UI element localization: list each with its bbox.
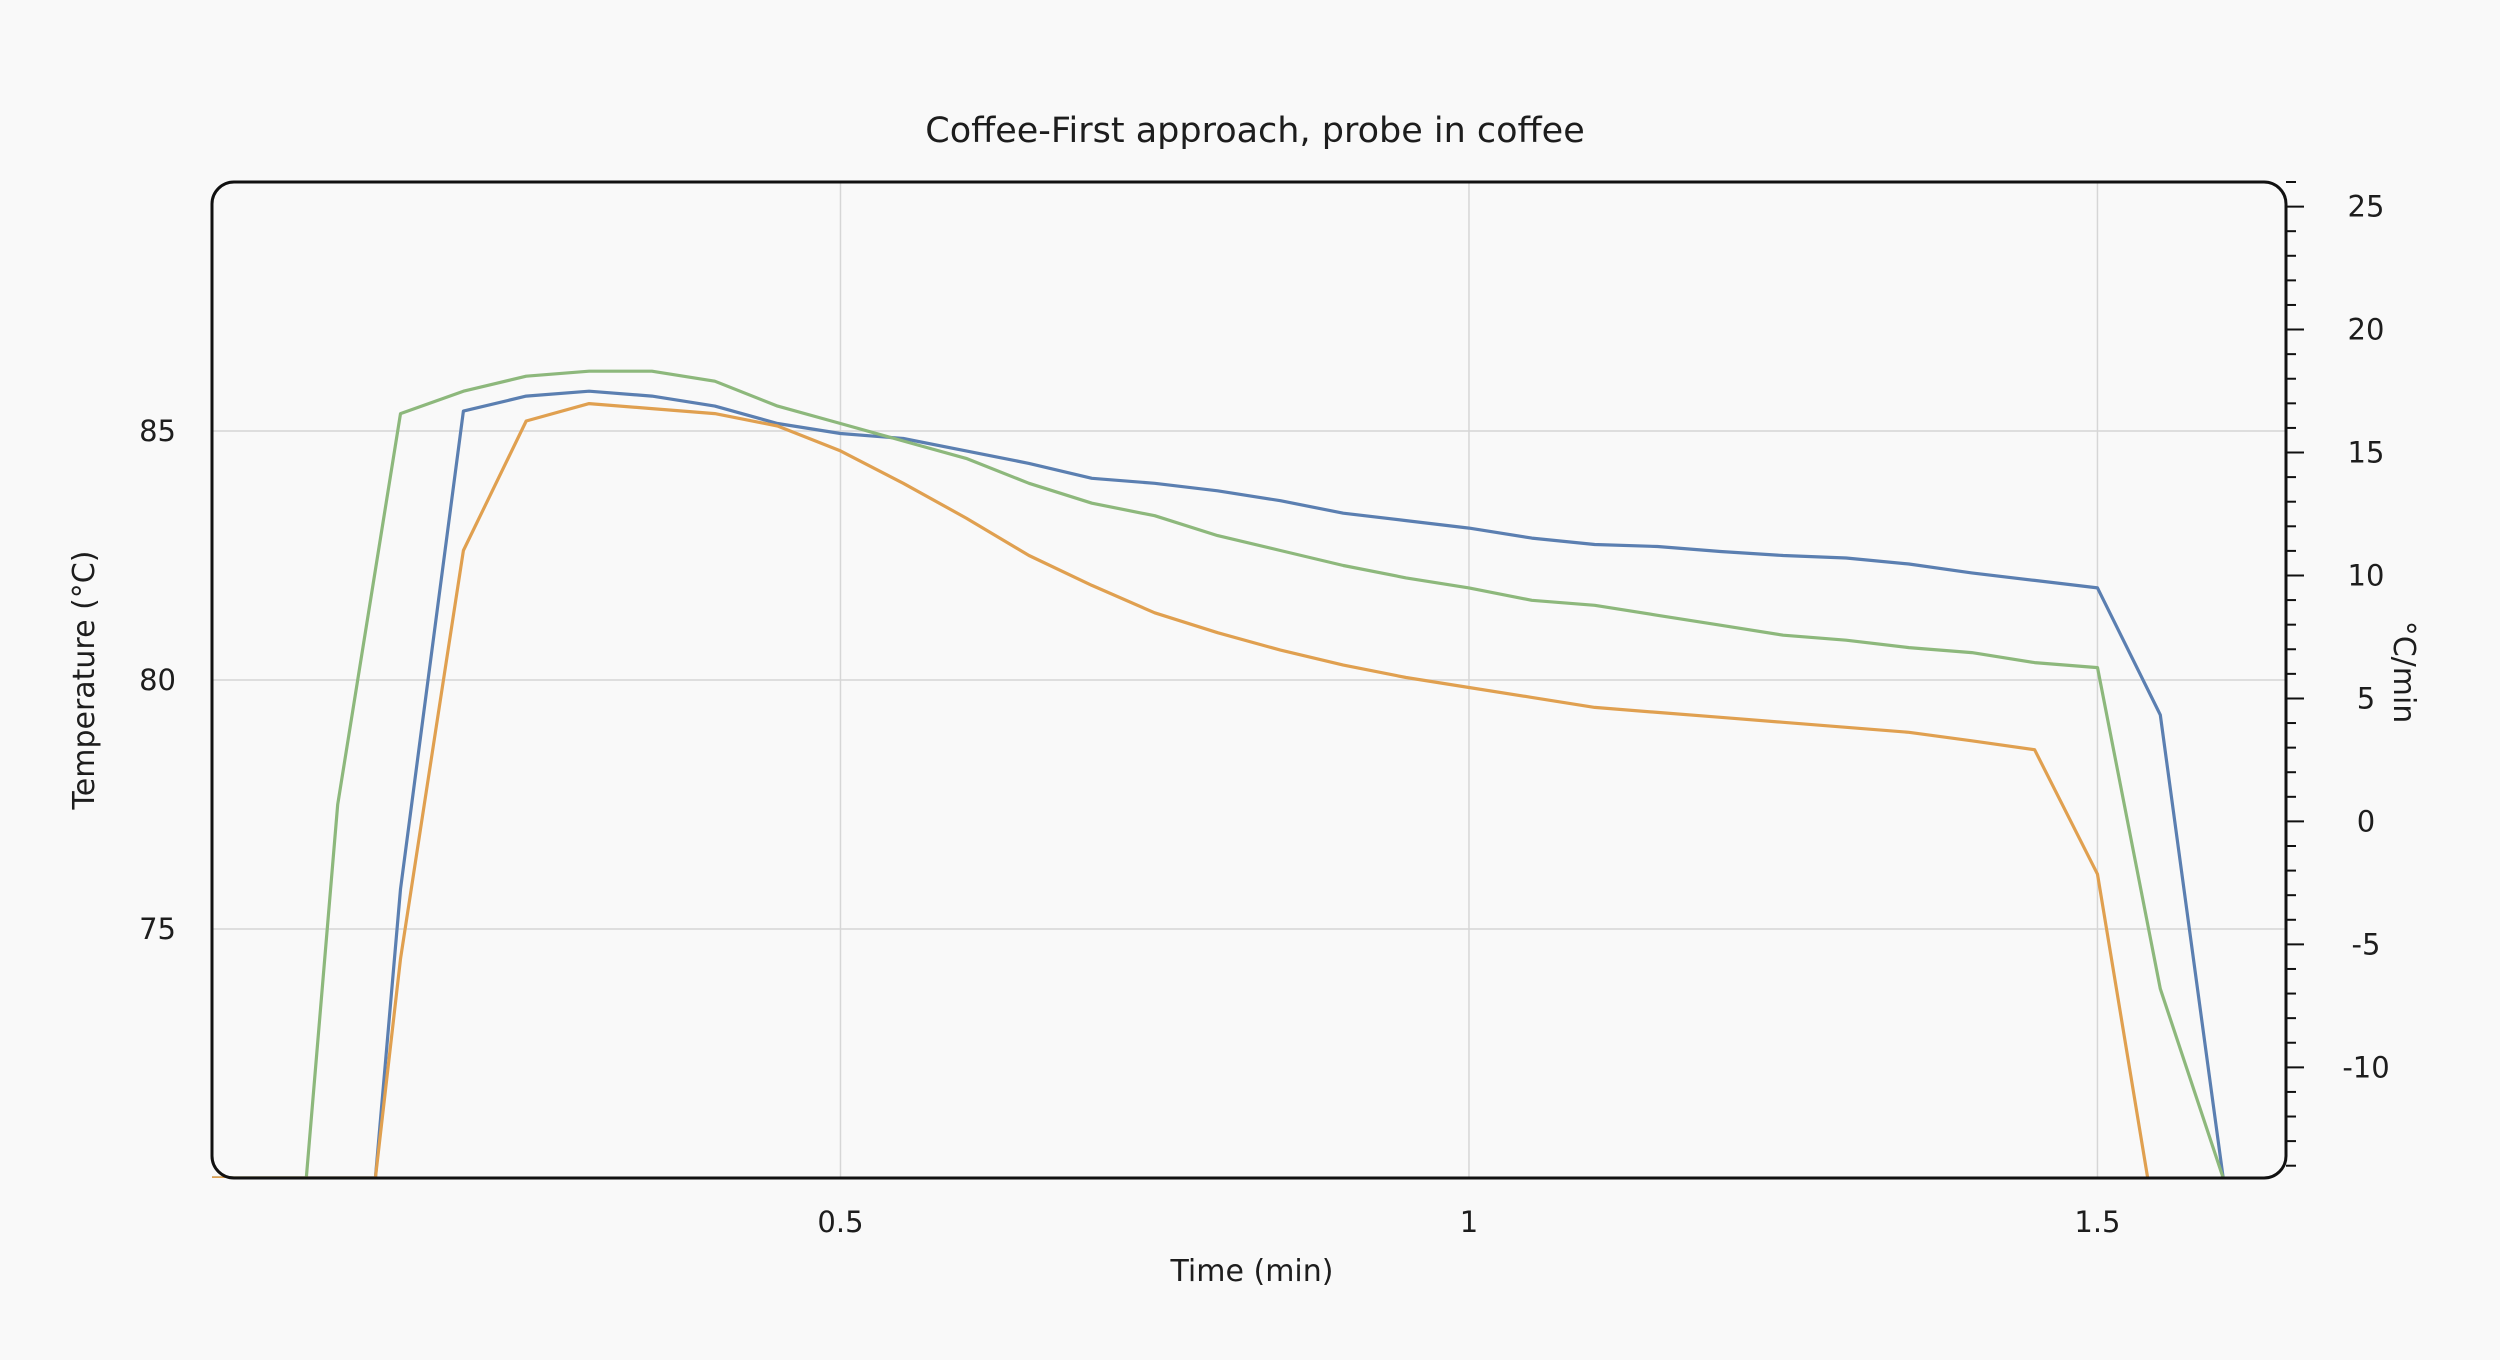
y2-tick-label: 25: [2348, 190, 2385, 224]
y2-tick-label: 20: [2348, 313, 2385, 347]
y2-tick-label: -10: [2342, 1050, 2389, 1084]
grid-lines: [212, 182, 2286, 1178]
plot-frame: [210, 180, 2288, 1180]
x-tick-label: 1.5: [2074, 1205, 2120, 1239]
series-line-3: [212, 402, 2150, 1178]
x-axis-ticks: 0.5 1 1.5: [817, 1205, 2120, 1239]
y2-tick-label: 15: [2348, 436, 2385, 470]
y2-tick-label: 0: [2357, 804, 2375, 838]
y2-tick-label: 5: [2357, 681, 2375, 715]
y-tick-label: 80: [139, 663, 176, 697]
chart-title: Coffee-First approach, probe in coffee: [925, 111, 1584, 151]
series-line-2: [212, 369, 2225, 1178]
y2-tick-label: 10: [2348, 558, 2385, 592]
y2-axis-ticks: -10 -5 0 5 10 15 20 25: [2286, 181, 2390, 1167]
y-tick-label: 75: [139, 912, 176, 946]
x-axis-label: Time (min): [1170, 1254, 1334, 1289]
y-tick-label: 85: [139, 414, 176, 448]
plot-series: [212, 369, 2225, 1178]
series-line-1: [212, 389, 2225, 1178]
y-axis-ticks: 75 80 85: [139, 414, 176, 946]
x-tick-label: 1: [1460, 1205, 1478, 1239]
y-axis-label: Temperature (°C): [67, 551, 102, 811]
y2-axis-label: °C/min: [2386, 621, 2421, 724]
y2-tick-label: -5: [2352, 927, 2381, 961]
x-tick-label: 0.5: [817, 1205, 863, 1239]
